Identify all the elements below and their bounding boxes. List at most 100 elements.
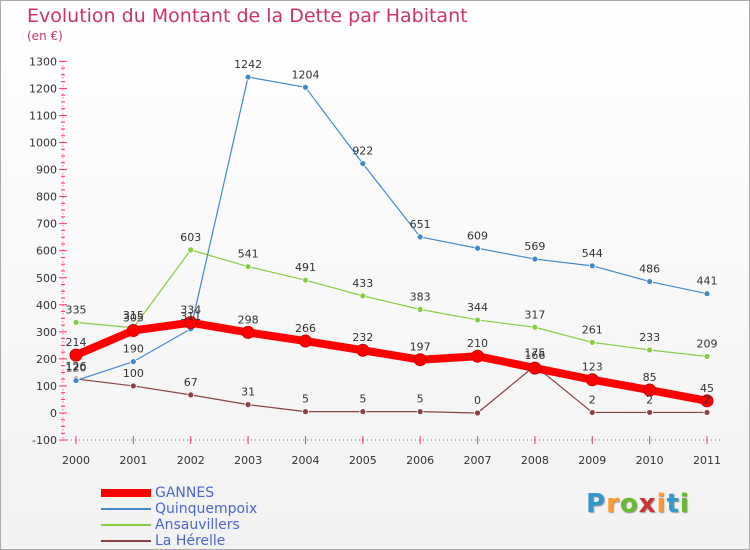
data-point (413, 353, 427, 367)
logo-letter: i (656, 489, 667, 519)
logo-letter: i (679, 489, 690, 519)
data-point (241, 325, 255, 339)
y-tick-label: 600 (36, 245, 57, 258)
data-label: 335 (66, 303, 87, 316)
x-tick-label: 2001 (119, 454, 147, 467)
data-label: 305 (123, 311, 144, 324)
y-tick-label: 1100 (29, 109, 57, 122)
data-point (474, 316, 481, 324)
legend-label: La Hérelle (155, 533, 226, 549)
data-label: 544 (582, 247, 603, 260)
data-point (416, 408, 424, 416)
data-label: 85 (643, 371, 657, 384)
data-label: 2 (704, 393, 711, 406)
data-point (703, 290, 711, 298)
data-point (416, 305, 424, 313)
x-tick-label: 2003 (234, 454, 262, 467)
data-label: 569 (524, 240, 545, 253)
data-point (703, 409, 711, 416)
data-point (356, 343, 370, 357)
legend-item: Quinquempoix (101, 501, 401, 517)
data-label: 197 (410, 341, 431, 354)
x-tick-label: 2004 (291, 454, 319, 467)
data-point (359, 160, 367, 167)
data-point (588, 338, 596, 346)
data-point (244, 263, 252, 271)
legend-item: La Hérelle (101, 533, 401, 549)
y-tick-label: 100 (36, 380, 57, 393)
data-label: 609 (467, 229, 488, 242)
data-point (646, 346, 654, 354)
data-label: 2 (589, 393, 596, 406)
data-label: 5 (359, 393, 366, 406)
data-label: 233 (639, 331, 660, 344)
series-line-ansauvillers (75, 249, 708, 358)
data-label: 1242 (234, 58, 262, 71)
data-point (72, 377, 80, 384)
data-label: 232 (352, 331, 373, 344)
data-label: 214 (66, 336, 87, 349)
data-point (474, 409, 481, 417)
chart-subtitle: (en €) (27, 29, 63, 43)
legend-item: GANNES (101, 485, 401, 501)
data-point (129, 358, 137, 366)
data-point (703, 353, 711, 360)
x-tick-label: 2009 (578, 454, 606, 467)
x-tick-label: 2006 (406, 454, 434, 467)
data-label: 603 (180, 231, 201, 244)
legend-label: Ansauvillers (155, 517, 240, 533)
x-tick-label: 2007 (464, 454, 492, 467)
data-label: 541 (238, 248, 259, 261)
data-point (298, 334, 312, 348)
series-line-la-h-relle (75, 365, 708, 414)
data-point (643, 383, 657, 397)
y-tick-label: 1000 (29, 137, 57, 150)
data-label: 31 (241, 386, 255, 399)
data-point (416, 233, 424, 241)
y-tick-label: 900 (36, 164, 57, 177)
data-label: 486 (639, 263, 660, 276)
legend-swatch (101, 489, 151, 497)
data-point (359, 408, 367, 416)
data-label: 190 (123, 343, 144, 356)
data-label: 344 (467, 301, 488, 314)
legend: GANNES Quinquempoix Ansauvillers La Hérelle (101, 485, 401, 549)
y-tick-label: 1300 (29, 55, 57, 68)
data-label: 0 (474, 394, 481, 407)
y-tick-label: 1200 (29, 82, 57, 95)
data-point (646, 278, 654, 285)
series-line-quinquempoix (75, 76, 708, 382)
data-label: 166 (524, 349, 545, 362)
logo-letter: x (638, 489, 657, 519)
data-point (531, 255, 539, 263)
logo-letter: P (586, 489, 607, 519)
data-label: 210 (467, 337, 488, 350)
data-point (302, 408, 309, 416)
data-label: 433 (352, 277, 373, 290)
data-label: 334 (180, 304, 201, 317)
legend-label: Quinquempoix (155, 501, 258, 517)
data-label: 922 (352, 145, 373, 158)
data-point (528, 361, 542, 375)
legend-swatch (101, 540, 151, 542)
data-label: 311 (180, 310, 201, 323)
data-label: 315 (123, 309, 144, 322)
legend-swatch (101, 508, 151, 510)
data-point (471, 349, 485, 363)
data-label: 441 (697, 275, 718, 288)
y-tick-label: 700 (36, 218, 57, 231)
data-point (474, 244, 481, 252)
legend-label: GANNES (155, 485, 215, 501)
data-label: 5 (302, 393, 309, 406)
data-label: 100 (123, 367, 144, 380)
y-tick-label: -100 (32, 434, 57, 447)
data-point (187, 391, 195, 399)
x-tick-label: 2010 (636, 454, 664, 467)
data-label: 175 (524, 347, 545, 360)
data-label: 317 (524, 308, 545, 321)
data-label: 5 (417, 393, 424, 406)
data-label: 120 (66, 362, 87, 375)
data-point (187, 246, 195, 254)
